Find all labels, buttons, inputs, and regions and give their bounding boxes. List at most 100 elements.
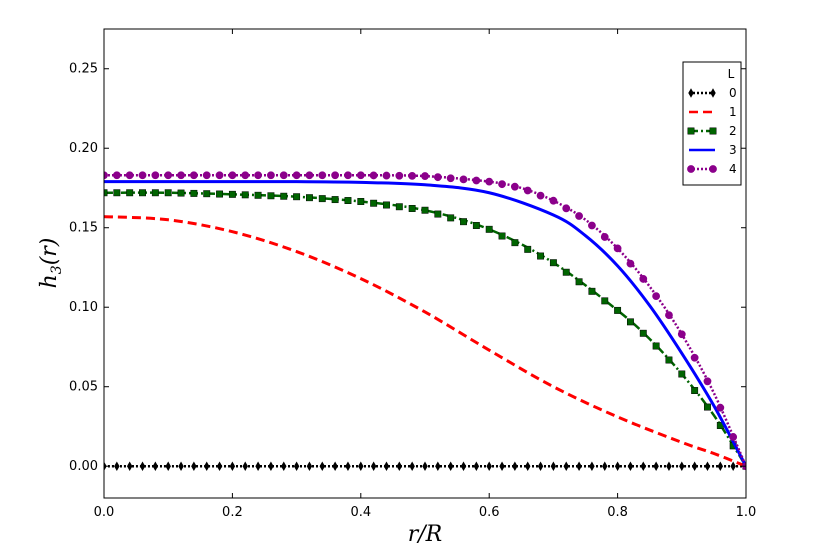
series-marker-0 — [191, 461, 197, 471]
series-marker-2 — [331, 196, 339, 204]
series-marker-2 — [293, 193, 301, 201]
series-marker-0 — [396, 461, 403, 471]
series-layer — [104, 171, 746, 471]
series-marker-2 — [472, 222, 480, 229]
series-marker-4 — [408, 172, 417, 180]
series-marker-0 — [216, 461, 223, 471]
series-marker-2 — [254, 191, 262, 199]
series-marker-4 — [138, 171, 147, 180]
series-marker-4 — [433, 173, 442, 182]
series-marker-4 — [459, 175, 468, 184]
series-marker-0 — [550, 461, 557, 471]
series-marker-2 — [408, 205, 416, 212]
series-marker-0 — [614, 461, 621, 471]
series-marker-2 — [280, 192, 288, 200]
series-marker-0 — [242, 461, 248, 471]
series-marker-2 — [113, 189, 121, 197]
series-marker-2 — [498, 232, 506, 240]
legend-label-0: 0 — [729, 86, 737, 100]
series-marker-2 — [357, 198, 365, 205]
series-marker-4 — [498, 180, 506, 189]
series-marker-2 — [537, 252, 545, 260]
series-marker-4 — [729, 433, 738, 441]
series-marker-4 — [189, 171, 198, 180]
series-marker-2 — [383, 201, 390, 209]
legend-entry-3: 3 — [689, 143, 737, 157]
legend-marker-0 — [710, 88, 716, 98]
series-4 — [104, 171, 746, 471]
y-tick-label: 0.05 — [69, 380, 98, 395]
series-marker-0 — [447, 461, 454, 471]
legend-entry-2: 2 — [687, 124, 737, 138]
series-marker-0 — [409, 461, 415, 471]
series-marker-2 — [524, 245, 532, 253]
series-marker-2 — [485, 225, 493, 233]
series-marker-4 — [151, 171, 160, 180]
legend: L 0 1 2 3 4 — [682, 61, 742, 186]
series-1 — [104, 215, 746, 468]
series-marker-4 — [536, 191, 545, 200]
series-marker-4 — [369, 171, 378, 180]
series-marker-0 — [730, 461, 736, 471]
legend-entry-0: 0 — [688, 86, 737, 100]
series-marker-0 — [589, 461, 595, 471]
x-tick-label: 0.4 — [350, 505, 371, 520]
legend-label-3: 3 — [729, 143, 737, 157]
series-marker-0 — [460, 461, 467, 471]
series-marker-4 — [485, 177, 494, 186]
legend-label-2: 2 — [729, 124, 737, 138]
series-marker-0 — [306, 461, 313, 471]
series-marker-0 — [486, 461, 492, 471]
series-marker-0 — [525, 461, 531, 471]
series-marker-4 — [446, 174, 455, 183]
series-marker-2 — [177, 189, 185, 197]
series-marker-2 — [575, 278, 583, 286]
series-line-3 — [104, 180, 746, 467]
series-marker-4 — [228, 171, 237, 180]
series-marker-2 — [562, 268, 570, 276]
series-marker-0 — [126, 461, 133, 471]
series-marker-2 — [395, 203, 403, 211]
series-marker-2 — [704, 403, 711, 411]
series-marker-2 — [652, 342, 660, 350]
series-marker-4 — [164, 171, 173, 180]
x-axis-label: r/R — [408, 522, 443, 547]
legend-title: L — [728, 67, 735, 81]
series-marker-0 — [679, 461, 685, 471]
series-marker-0 — [666, 461, 672, 471]
x-tick-label: 0.2 — [222, 505, 243, 520]
series-marker-2 — [241, 191, 249, 199]
y-tick-label: 0.25 — [69, 62, 98, 77]
series-marker-4 — [104, 171, 108, 180]
ticks-layer: 0.0 0.2 0.4 0.6 0.8 1.0 0.00 0.05 0.10 0.15 0.20 0.… — [69, 29, 756, 520]
series-marker-2 — [421, 206, 429, 214]
series-marker-0 — [602, 461, 608, 471]
series-marker-4 — [510, 182, 519, 191]
series-marker-2 — [139, 189, 146, 197]
series-marker-2 — [549, 259, 557, 267]
series-marker-0 — [653, 461, 659, 471]
series-marker-2 — [614, 306, 622, 314]
series-0 — [104, 461, 746, 471]
series-marker-0 — [422, 461, 428, 471]
series-marker-0 — [512, 461, 518, 471]
series-marker-4 — [575, 212, 583, 220]
svg-text:h3(r): h3(r) — [37, 238, 65, 289]
series-marker-2 — [164, 189, 172, 197]
series-marker-2 — [190, 189, 198, 197]
y-axis-label: h3(r) — [37, 238, 65, 289]
series-marker-4 — [665, 311, 673, 320]
series-marker-4 — [626, 259, 635, 268]
series-marker-2 — [639, 329, 647, 337]
series-marker-0 — [165, 461, 171, 471]
series-marker-4 — [279, 171, 288, 180]
legend-marker-4 — [709, 165, 717, 173]
plot-frame — [103, 28, 747, 499]
series-marker-2 — [678, 370, 686, 378]
series-marker-4 — [639, 275, 648, 283]
series-marker-0 — [152, 461, 159, 471]
series-marker-0 — [576, 461, 582, 471]
series-marker-4 — [549, 196, 558, 205]
series-marker-0 — [293, 461, 300, 471]
legend-marker-4 — [687, 165, 695, 173]
